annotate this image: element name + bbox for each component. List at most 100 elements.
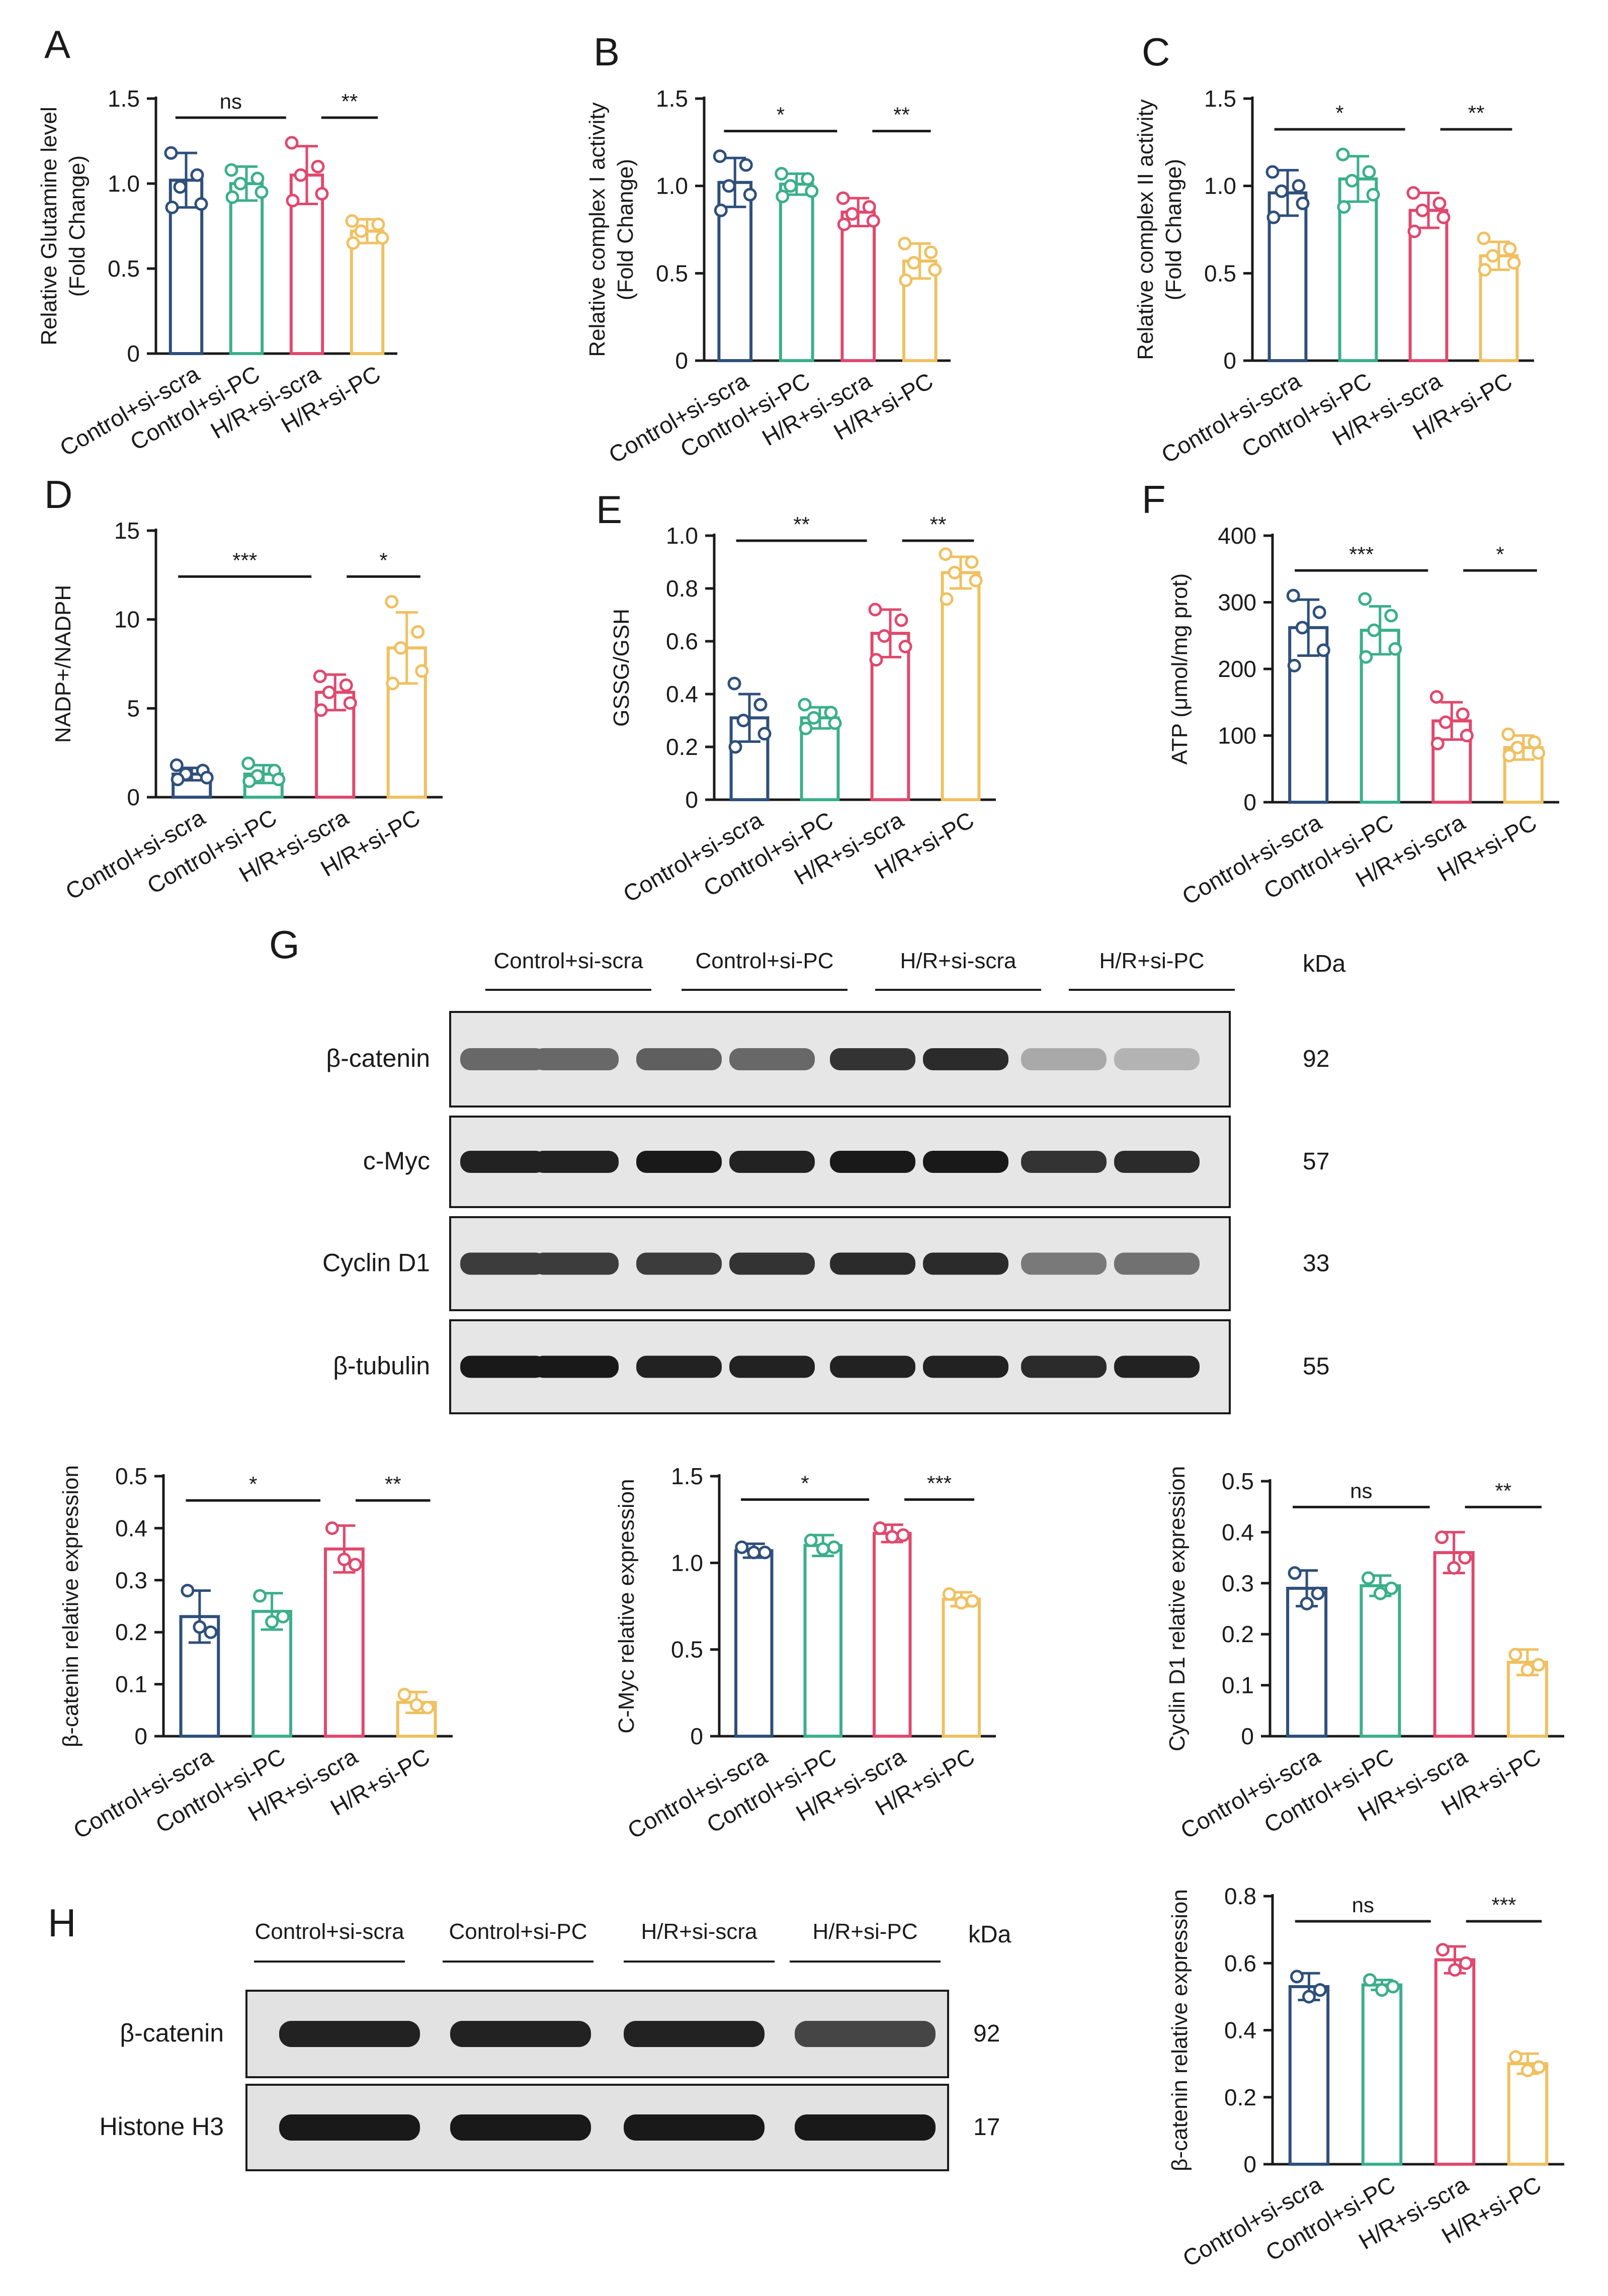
panel-letter: G <box>269 922 300 967</box>
y-tick-label: 0.2 <box>1222 1621 1254 1647</box>
blot-band <box>460 1252 546 1275</box>
blot-band <box>1114 1355 1200 1378</box>
lane-group-label: Control+si-PC <box>695 949 833 973</box>
y-tick-label: 0 <box>134 1723 147 1749</box>
y-tick-label: 0 <box>675 348 688 374</box>
data-point <box>807 711 821 725</box>
data-point <box>322 686 336 700</box>
data-point <box>164 146 178 160</box>
data-point <box>371 217 385 231</box>
blot-row-label: Cyclin D1 <box>322 1249 430 1277</box>
y-axis-title: C-Myc relative expression <box>614 1479 639 1733</box>
blot-band <box>830 1151 915 1173</box>
data-point <box>799 721 813 735</box>
blot-band <box>533 1355 619 1378</box>
blot-row-label: β-tubulin <box>333 1352 430 1380</box>
data-point <box>969 573 983 587</box>
y-tick-label: 0.6 <box>666 628 698 654</box>
panel-letter: C <box>1142 30 1170 74</box>
y-tick-label: 1.0 <box>1204 173 1236 199</box>
y-axis-title: β-catenin relative expression <box>58 1465 83 1747</box>
data-point <box>233 177 247 191</box>
bar-3 <box>1434 1958 1476 2166</box>
significance-label: ** <box>1495 1479 1511 1502</box>
data-point <box>816 1542 830 1556</box>
y-tick-label: 0 <box>1243 2151 1256 2177</box>
data-point <box>250 172 265 186</box>
data-point <box>1286 588 1300 603</box>
data-point <box>965 555 979 569</box>
panel-letter: F <box>1142 477 1166 522</box>
data-point <box>345 214 359 228</box>
data-point <box>1312 605 1326 619</box>
data-point <box>272 773 286 787</box>
blot-row-label: β-catenin <box>120 2019 224 2047</box>
data-point <box>1266 210 1281 224</box>
data-point <box>798 698 812 712</box>
data-point <box>1521 2063 1535 2077</box>
y-tick-label: 0.5 <box>671 1637 703 1663</box>
y-tick-label: 1.0 <box>666 523 698 549</box>
kda-header: kDa <box>1303 951 1346 977</box>
data-point <box>1366 188 1380 202</box>
data-point <box>1447 1561 1461 1575</box>
y-tick-label: 1.0 <box>656 173 688 199</box>
y-axis-title: Relative complex II activity <box>1133 99 1158 360</box>
significance-label: ** <box>793 513 810 536</box>
data-point <box>1532 2060 1546 2074</box>
blot-band <box>636 1048 722 1070</box>
data-point <box>898 640 912 653</box>
data-point <box>899 273 913 287</box>
significance-label: * <box>777 103 785 127</box>
y-tick-label: 0 <box>1223 348 1236 374</box>
y-tick-label: 0.1 <box>115 1671 147 1697</box>
data-point <box>1448 1963 1462 1977</box>
data-point <box>1532 1658 1546 1672</box>
data-point <box>285 136 299 150</box>
bar-3 <box>873 1532 912 1738</box>
y-tick-label: 1.5 <box>108 86 140 112</box>
data-point <box>757 727 772 741</box>
data-point <box>1532 746 1546 760</box>
data-point <box>1459 1956 1473 1970</box>
y-tick-label: 0.8 <box>666 575 698 602</box>
data-point <box>286 194 300 208</box>
data-point <box>1502 748 1516 762</box>
data-point <box>346 236 360 250</box>
y-tick-label: 0.2 <box>1224 2084 1256 2110</box>
data-point <box>758 1546 772 1560</box>
data-point <box>1386 1980 1400 1994</box>
significance-label: * <box>249 1472 257 1496</box>
data-point <box>1486 249 1500 263</box>
lane-group-label: H/R+si-PC <box>812 1919 917 1944</box>
significance-label: ** <box>930 513 947 536</box>
blot-band <box>795 2114 936 2141</box>
blot-band <box>795 2021 936 2047</box>
bar-3 <box>324 1547 365 1738</box>
data-point <box>313 669 327 684</box>
blot-band <box>533 1252 619 1275</box>
data-point <box>224 163 238 177</box>
data-point <box>1311 1586 1325 1600</box>
y-tick-label: 1.5 <box>671 1463 703 1489</box>
blot-band <box>1114 1252 1200 1275</box>
data-point <box>828 716 842 730</box>
data-point <box>714 203 728 217</box>
data-point <box>743 188 757 202</box>
data-point <box>739 158 753 172</box>
data-point <box>1275 184 1289 198</box>
data-point <box>1290 1970 1304 1984</box>
data-point <box>1359 650 1373 664</box>
blot-band <box>279 2021 420 2047</box>
data-point <box>1363 1973 1377 1987</box>
data-point <box>1265 165 1280 179</box>
y-tick-label: 1.5 <box>656 86 688 112</box>
bar-2 <box>1361 1983 1403 2166</box>
blot-band <box>279 2114 420 2141</box>
y-tick-label: 5 <box>127 695 140 721</box>
significance-label: * <box>1496 542 1504 566</box>
chart-b: B 0 0.5 1.0 1.5 Relative complex I activity (F… <box>585 30 951 468</box>
data-point <box>1337 200 1351 214</box>
blot-band <box>729 1252 815 1275</box>
significance-label: ns <box>1350 1479 1372 1502</box>
